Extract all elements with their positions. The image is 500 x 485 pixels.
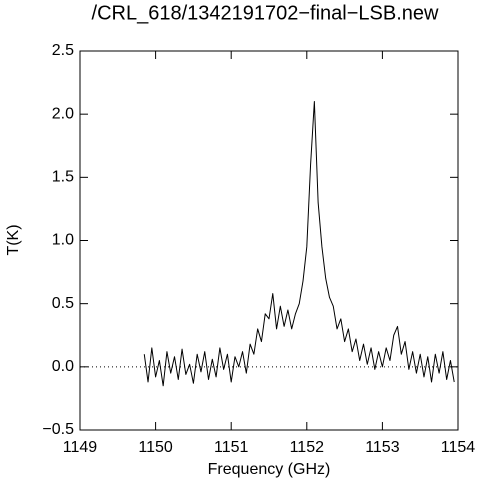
y-tick-label: 0.0 — [52, 358, 74, 375]
spectrum-line — [143, 101, 455, 387]
x-tick-label: 1153 — [365, 439, 400, 456]
x-axis-label: Frequency (GHz) — [208, 461, 331, 478]
chart-title: /CRL_618/1342191702−final−LSB.new — [92, 2, 440, 24]
y-tick-label: −0.5 — [42, 421, 74, 438]
y-tick-label: 1.5 — [52, 169, 74, 186]
x-tick-label: 1152 — [290, 439, 325, 456]
y-tick-label: 0.5 — [52, 295, 74, 312]
x-tick-label: 1150 — [138, 439, 173, 456]
y-tick-label: 2.0 — [52, 105, 74, 122]
y-axis-label: T(K) — [5, 224, 22, 255]
x-tick-label: 1154 — [441, 439, 476, 456]
x-tick-label: 1151 — [214, 439, 249, 456]
plot-frame — [79, 50, 459, 431]
x-tick-label: 1149 — [63, 439, 98, 456]
y-tick-label: 2.5 — [52, 42, 74, 59]
y-tick-label: 1.0 — [52, 232, 74, 249]
